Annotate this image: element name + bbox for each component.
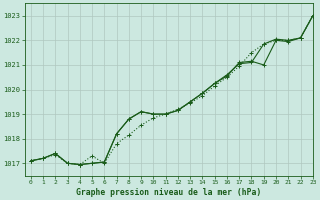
X-axis label: Graphe pression niveau de la mer (hPa): Graphe pression niveau de la mer (hPa) xyxy=(76,188,261,197)
